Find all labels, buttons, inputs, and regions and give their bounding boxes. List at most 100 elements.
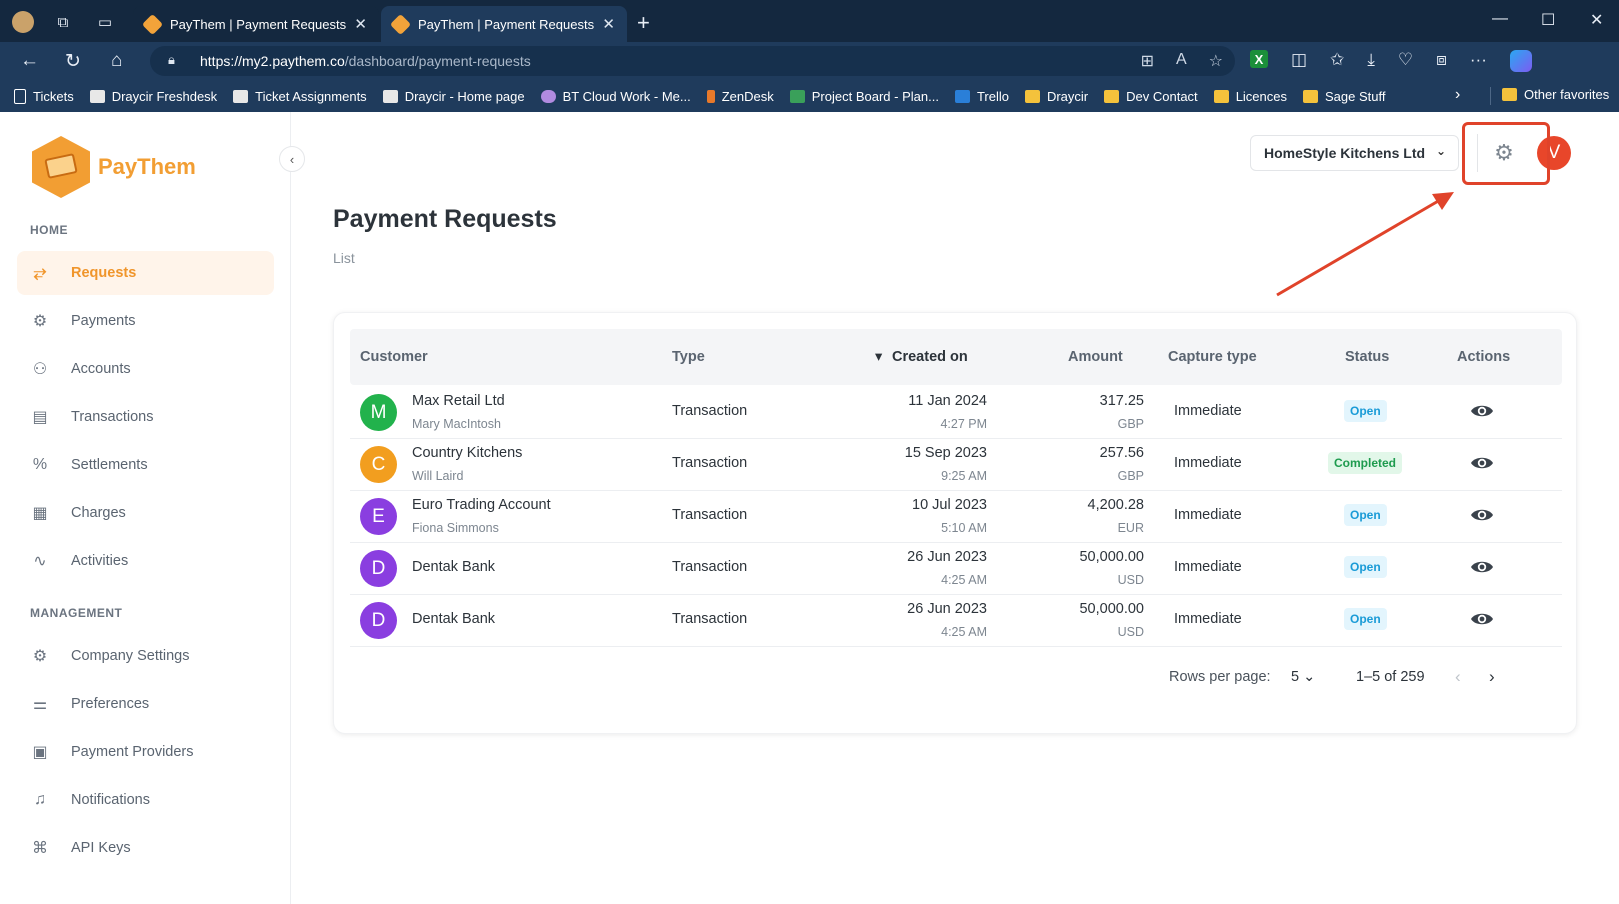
sidebar-item-requests[interactable]: ⥂ Requests [17,251,274,295]
browser-essentials-icon[interactable]: ♡ [1397,50,1414,69]
screenshot-icon[interactable]: ⧈ [1436,50,1447,69]
sidebar-item-notifications[interactable]: ♫ Notifications [17,778,274,822]
sidebar-item-settlements[interactable]: % Settlements [17,443,274,487]
table-row[interactable]: D Dentak Bank Transaction 26 Jun 2023 4:25 A… [350,541,1562,595]
table-row[interactable]: D Dentak Bank Transaction 26 Jun 2023 4:25 A… [350,593,1562,647]
sidebar-item-label: Preferences [71,696,150,712]
url-field[interactable]: 🔒︎ https://my2.paythem.co/dashboard/paym… [150,46,1235,76]
customer-name[interactable]: Max Retail Ltd [412,393,505,409]
copilot-icon[interactable] [1509,50,1532,72]
browser-tab-active[interactable]: PayThem | Payment Requests ✕ [381,6,627,42]
column-header-status[interactable]: Status [1345,349,1390,365]
favorite-star-icon[interactable]: ☆ [1208,53,1223,70]
window-close-icon[interactable]: ✕ [1590,12,1604,29]
table-row[interactable]: M Max Retail Ltd Mary MacIntosh Transaction… [350,385,1562,439]
chevron-left-icon[interactable]: ‹ [1455,667,1461,686]
close-icon[interactable]: ✕ [602,16,615,33]
sidebar-collapse-button[interactable]: ‹ [279,146,305,172]
view-eye-icon[interactable] [1470,401,1494,421]
app-available-icon[interactable]: ⊞ [1140,53,1154,70]
user-avatar[interactable]: V [1537,136,1571,170]
read-aloud-icon[interactable]: A [1175,51,1187,68]
new-tab-button[interactable]: + [637,10,650,35]
lock-icon[interactable]: 🔒︎ [168,52,175,67]
bookmark-label: Project Board - Plan... [811,88,939,104]
bookmark-draycir-freshdesk[interactable]: Draycir Freshdesk [89,89,217,104]
sidebar-item-accounts[interactable]: ⚇ Accounts [17,347,274,391]
tab-title: PayThem | Payment Requests [418,16,595,32]
bookmark-draycir-folder[interactable]: Draycir [1024,89,1088,104]
customer-name[interactable]: Country Kitchens [412,445,523,461]
chevron-right-icon[interactable]: › [1489,667,1495,686]
bookmark-other-favorites[interactable]: Other favorites [1502,87,1609,102]
sidebar-item-payments[interactable]: ⚙ Payments [17,299,274,343]
workspaces-icon[interactable]: ⧉ [57,13,69,31]
payment-requests-table-card: Customer Type ▾ Created on Amount Captur… [333,312,1577,734]
sidebar-item-label: Company Settings [71,648,190,664]
column-header-amount[interactable]: Amount [1068,349,1123,365]
view-eye-icon[interactable] [1470,453,1494,473]
view-eye-icon[interactable] [1470,505,1494,525]
bookmark-tickets[interactable]: Tickets [14,88,74,104]
customer-name[interactable]: Dentak Bank [412,611,496,627]
sidebar-item-activities[interactable]: ∿ Activities [17,539,274,583]
bookmark-draycir-home[interactable]: Draycir - Home page [382,89,525,104]
settings-gear-button[interactable]: ⚙ [1491,140,1517,166]
created-time: 4:25 AM [941,573,987,587]
bookmark-trello[interactable]: Trello [954,89,1009,104]
currency: GBP [1117,469,1144,483]
accounts-icon: ⚇ [32,361,48,378]
sort-desc-icon[interactable]: ▾ [875,349,883,365]
chevron-right-icon[interactable]: › [1455,86,1461,103]
sidebar-item-company-settings[interactable]: ⚙ Company Settings [17,634,274,678]
favorites-icon[interactable]: ✩ [1330,50,1345,69]
sidebar-item-label: Notifications [71,792,150,808]
view-eye-icon[interactable] [1470,609,1494,629]
table-row[interactable]: E Euro Trading Account Fiona Simmons Transa… [350,489,1562,543]
close-icon[interactable]: ✕ [354,16,367,33]
refresh-icon[interactable]: ↻ [65,51,81,72]
view-eye-icon[interactable] [1470,557,1494,577]
bookmark-project-board[interactable]: Project Board - Plan... [789,88,939,104]
bookmark-label: Other favorites [1524,87,1610,102]
sidebar-item-preferences[interactable]: ⚌ Preferences [17,682,274,726]
table-row[interactable]: C Country Kitchens Will Laird Transaction 15… [350,437,1562,491]
table-header: Customer Type ▾ Created on Amount Captur… [350,329,1562,385]
bookmark-sage-stuff[interactable]: Sage Stuff [1303,89,1385,104]
bookmark-bt-cloud[interactable]: BT Cloud Work - Me... [540,89,691,104]
profile-avatar-icon[interactable] [12,11,34,33]
pagination-range: 1–5 of 259 [1356,669,1425,685]
bookmark-licences[interactable]: Licences [1213,89,1287,104]
customer-name[interactable]: Euro Trading Account [412,497,551,513]
column-header-created-on[interactable]: Created on [892,349,968,365]
column-header-customer[interactable]: Customer [360,349,428,365]
sidebar-item-charges[interactable]: ▦ Charges [17,491,274,535]
paythem-app: PayThem HOME ⥂ Requests ⚙ Payments ⚇ Acc… [0,112,1619,904]
minimize-icon[interactable]: — [1492,10,1508,27]
column-header-capture-type[interactable]: Capture type [1168,349,1257,365]
bookmark-ticket-assignments[interactable]: Ticket Assignments [233,89,367,104]
browser-tab[interactable]: PayThem | Payment Requests ✕ [133,6,379,42]
maximize-icon[interactable]: ☐ [1541,12,1556,29]
bookmark-label: Sage Stuff [1325,88,1386,104]
back-icon[interactable]: ← [20,50,39,71]
excel-extension-icon[interactable]: X [1250,50,1268,68]
created-date: 11 Jan 2024 [908,393,987,409]
home-icon[interactable]: ⌂ [111,50,123,71]
bookmark-zendesk[interactable]: ZenDesk [706,89,774,104]
created-date: 10 Jul 2023 [912,497,987,513]
downloads-icon[interactable]: ⤓ [1367,50,1375,69]
split-screen-icon[interactable]: ◫ [1291,50,1308,69]
customer-name[interactable]: Dentak Bank [412,559,496,575]
sidebar-item-payment-providers[interactable]: ▣ Payment Providers [17,730,274,774]
sidebar-item-api-keys[interactable]: ⌘ API Keys [17,826,274,870]
bookmark-dev-contact[interactable]: Dev Contact [1104,89,1198,104]
company-select[interactable]: HomeStyle Kitchens Ltd ⌄ [1250,135,1459,171]
sidebar-item-transactions[interactable]: ▤ Transactions [17,395,274,439]
column-header-type[interactable]: Type [672,349,705,365]
paythem-logo[interactable]: PayThem [32,136,196,198]
tab-actions-icon[interactable]: ▭ [97,14,113,31]
sidebar: PayThem HOME ⥂ Requests ⚙ Payments ⚇ Acc… [0,112,291,904]
rows-per-page-select[interactable]: 5 ⌄ [1291,669,1315,685]
more-menu-icon[interactable]: ··· [1469,50,1487,69]
